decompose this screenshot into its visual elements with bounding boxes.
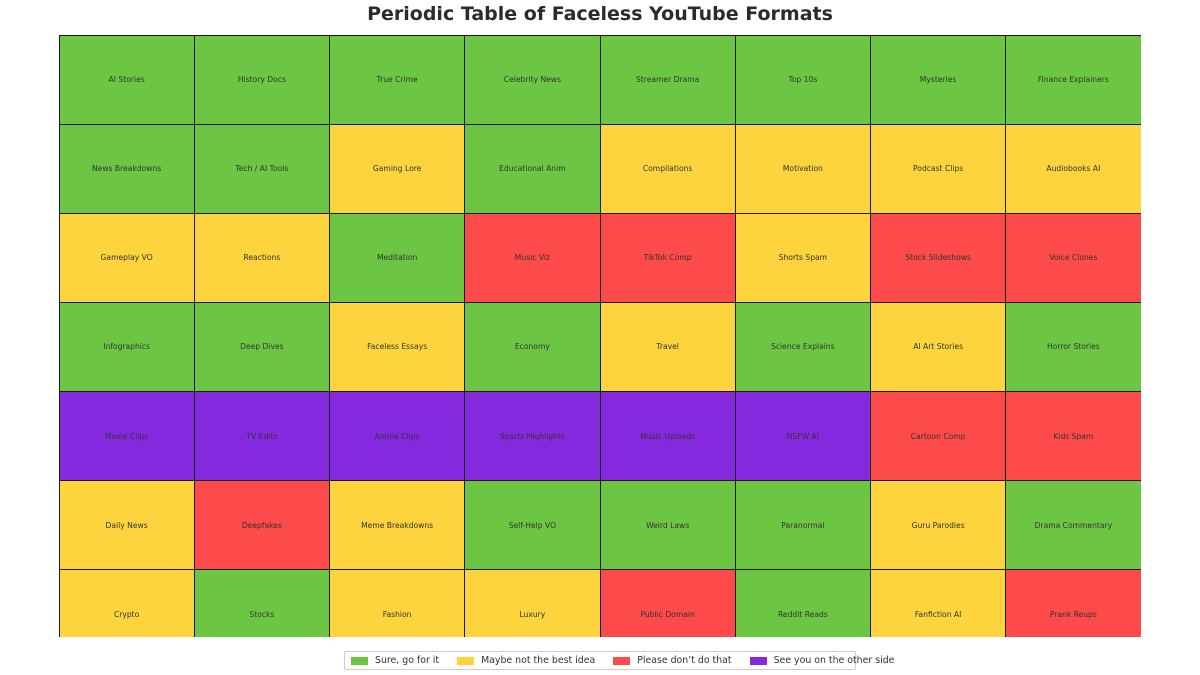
format-cell: Motivation <box>734 123 871 214</box>
format-cell: Faceless Essays <box>329 301 466 393</box>
legend-label: See you on the other side <box>773 655 895 666</box>
format-cell: Luxury <box>464 569 601 637</box>
format-cell: TikTok Comp <box>599 212 736 303</box>
format-cell: Travel <box>599 301 736 393</box>
format-cell: Gaming Lore <box>329 123 466 214</box>
format-cell: Prank Reups <box>1005 569 1141 637</box>
format-cell: AI Art Stories <box>870 301 1007 393</box>
format-cell: Audiobooks AI <box>1005 123 1141 214</box>
format-cell: Paranormal <box>734 480 871 571</box>
format-cell: Drama Commentary <box>1005 480 1141 571</box>
legend-swatch <box>351 656 368 665</box>
chart-title: Periodic Table of Faceless YouTube Forma… <box>367 3 833 25</box>
format-cell: Self-Help VO <box>464 480 601 571</box>
format-cell: Educational Anim <box>464 123 601 214</box>
format-cell: Finance Explainers <box>1005 35 1141 125</box>
format-cell: Compilations <box>599 123 736 214</box>
legend: Sure, go for it Maybe not the best idea Pl… <box>344 651 894 670</box>
format-cell: Movie Clips <box>59 391 195 482</box>
legend-item-red: Please don’t do that <box>611 655 732 666</box>
format-cell: Streamer Drama <box>599 35 736 125</box>
format-cell: Celebrity News <box>464 35 601 125</box>
format-cell: Science Explains <box>734 301 871 393</box>
format-cell: News Breakdowns <box>59 123 195 214</box>
format-cell: Music Uploads <box>599 391 736 482</box>
format-cell: Kids Spam <box>1005 391 1141 482</box>
legend-label: Please don’t do that <box>637 655 732 666</box>
format-cell: Fashion <box>329 569 466 637</box>
format-cell: Crypto <box>59 569 195 637</box>
format-cell: History Docs <box>193 35 330 125</box>
format-cell: Deep Dives <box>193 301 330 393</box>
format-cell: Reddit Reads <box>734 569 871 637</box>
format-cell: Fanfiction AI <box>870 569 1007 637</box>
format-cell: TV Edits <box>193 391 330 482</box>
legend-swatch <box>613 656 631 665</box>
format-cell: True Crime <box>329 35 466 125</box>
format-table: AI Stories History Docs True Crime Celebrit… <box>59 35 1141 637</box>
format-cell: Anime Clips <box>329 391 466 482</box>
format-cell: Cartoon Comp <box>870 391 1007 482</box>
format-grid: AI Stories History Docs True Crime Celebrit… <box>59 35 1141 637</box>
legend-label: Sure, go for it <box>375 655 440 666</box>
format-cell: Meditation <box>329 212 466 303</box>
legend-label: Maybe not the best idea <box>481 655 596 666</box>
format-cell: Voice Clones <box>1005 212 1141 303</box>
format-cell: Sports Highlights <box>464 391 601 482</box>
legend-swatch <box>749 656 767 665</box>
legend-item-yellow: Maybe not the best idea <box>455 655 595 666</box>
legend-swatch <box>457 656 475 665</box>
format-cell: Infographics <box>59 301 195 393</box>
legend-item-green: Sure, go for it <box>349 655 439 666</box>
format-cell: Meme Breakdowns <box>329 480 466 571</box>
format-cell: Horror Stories <box>1005 301 1141 393</box>
format-cell: Top 10s <box>734 35 871 125</box>
format-cell: Gameplay VO <box>59 212 195 303</box>
format-cell: Podcast Clips <box>870 123 1007 214</box>
format-cell: Tech / AI Tools <box>193 123 330 214</box>
format-cell: Mysteries <box>870 35 1007 125</box>
format-cell: Stock Slideshows <box>870 212 1007 303</box>
format-cell: Guru Parodies <box>870 480 1007 571</box>
format-cell: Music Viz <box>464 212 601 303</box>
format-cell: Economy <box>464 301 601 393</box>
format-cell: Public Domain <box>599 569 736 637</box>
format-cell: AI Stories <box>59 35 195 125</box>
legend-item-purple: See you on the other side <box>748 655 895 666</box>
format-cell: Shorts Spam <box>734 212 871 303</box>
format-cell: Deepfakes <box>193 480 330 571</box>
format-cell: Stocks <box>193 569 330 637</box>
format-cell: Reactions <box>193 212 330 303</box>
format-cell: Daily News <box>59 480 195 571</box>
format-cell: Weird Laws <box>599 480 736 571</box>
format-cell: NSFW AI <box>734 391 871 482</box>
